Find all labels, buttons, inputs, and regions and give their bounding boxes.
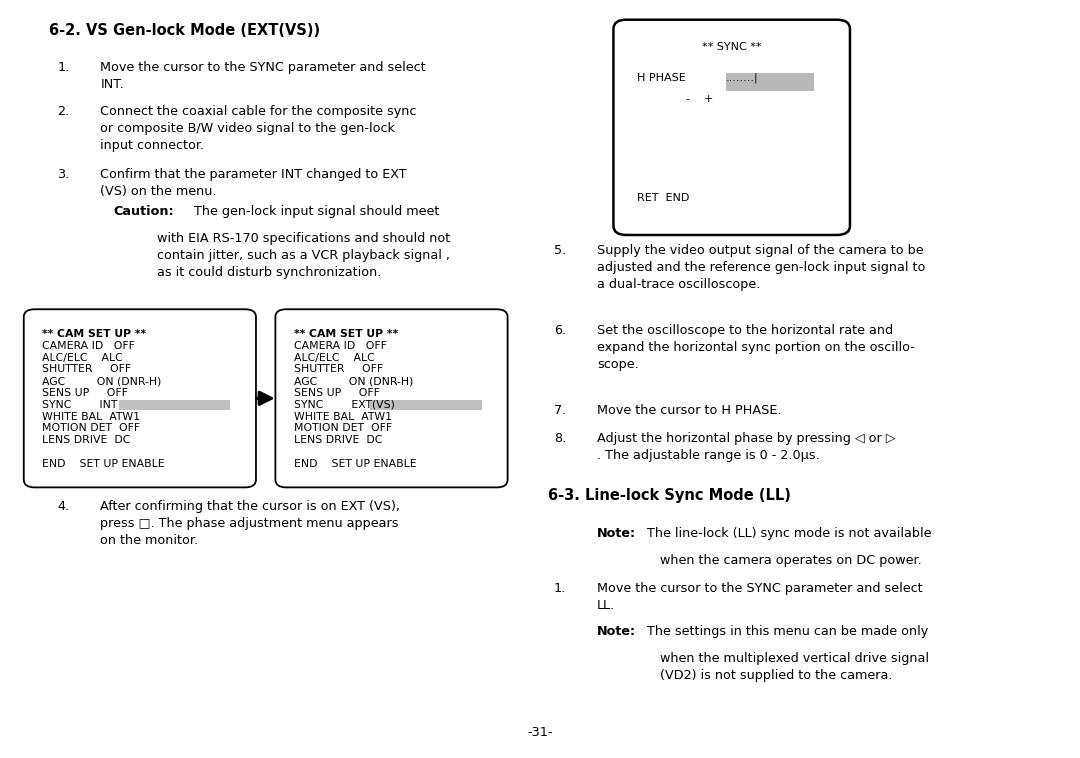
Text: when the multiplexed vertical drive signal
(VD2) is not supplied to the camera.: when the multiplexed vertical drive sign… xyxy=(660,652,929,682)
Text: H PHASE: H PHASE xyxy=(637,73,686,83)
Text: END    SET UP ENABLE: END SET UP ENABLE xyxy=(294,459,417,469)
Text: LENS DRIVE  DC: LENS DRIVE DC xyxy=(294,435,382,445)
FancyBboxPatch shape xyxy=(726,73,814,91)
Text: MOTION DET  OFF: MOTION DET OFF xyxy=(294,424,392,434)
Text: The settings in this menu can be made only: The settings in this menu can be made on… xyxy=(647,625,928,637)
Text: 3.: 3. xyxy=(57,168,69,181)
FancyBboxPatch shape xyxy=(613,20,850,235)
FancyBboxPatch shape xyxy=(370,400,482,410)
Text: The line-lock (LL) sync mode is not available: The line-lock (LL) sync mode is not avai… xyxy=(647,527,931,540)
Text: CAMERA ID   OFF: CAMERA ID OFF xyxy=(42,341,135,351)
Text: ** SYNC **: ** SYNC ** xyxy=(702,42,761,52)
Text: 8.: 8. xyxy=(554,432,566,445)
Text: 6-2. VS Gen-lock Mode (EXT(VS)): 6-2. VS Gen-lock Mode (EXT(VS)) xyxy=(49,23,320,38)
Text: 6.: 6. xyxy=(554,324,566,337)
Text: Move the cursor to the SYNC parameter and select
INT.: Move the cursor to the SYNC parameter an… xyxy=(100,61,427,91)
Text: ** CAM SET UP **: ** CAM SET UP ** xyxy=(42,329,146,339)
Text: Connect the coaxial cable for the composite sync
or composite B/W video signal t: Connect the coaxial cable for the compos… xyxy=(100,105,417,152)
Text: Note:: Note: xyxy=(597,625,636,637)
Text: AGC         ON (DNR-H): AGC ON (DNR-H) xyxy=(42,376,162,387)
Text: 5.: 5. xyxy=(554,244,566,257)
Text: SYNC        INT: SYNC INT xyxy=(42,400,118,410)
Text: 4.: 4. xyxy=(57,500,69,513)
Text: LENS DRIVE  DC: LENS DRIVE DC xyxy=(42,435,131,445)
Text: Supply the video output signal of the camera to be
adjusted and the reference ge: Supply the video output signal of the ca… xyxy=(597,244,926,291)
Text: Set the oscilloscope to the horizontal rate and
expand the horizontal sync porti: Set the oscilloscope to the horizontal r… xyxy=(597,324,915,371)
Text: 1.: 1. xyxy=(57,61,69,74)
Text: when the camera operates on DC power.: when the camera operates on DC power. xyxy=(660,554,921,567)
Text: END    SET UP ENABLE: END SET UP ENABLE xyxy=(42,459,165,469)
Text: SHUTTER     OFF: SHUTTER OFF xyxy=(294,365,383,374)
Text: MOTION DET  OFF: MOTION DET OFF xyxy=(42,424,140,434)
Text: AGC         ON (DNR-H): AGC ON (DNR-H) xyxy=(294,376,414,387)
Text: -31-: -31- xyxy=(527,726,553,739)
Text: Caution:: Caution: xyxy=(113,205,174,218)
Text: Move the cursor to the SYNC parameter and select
LL.: Move the cursor to the SYNC parameter an… xyxy=(597,582,923,612)
Text: RET  END: RET END xyxy=(637,193,689,203)
FancyBboxPatch shape xyxy=(119,400,230,410)
Text: WHITE BAL  ATW1: WHITE BAL ATW1 xyxy=(294,412,392,421)
Text: SHUTTER     OFF: SHUTTER OFF xyxy=(42,365,132,374)
FancyBboxPatch shape xyxy=(24,309,256,487)
Text: 2.: 2. xyxy=(57,105,69,117)
Text: Note:: Note: xyxy=(597,527,636,540)
Text: ** CAM SET UP **: ** CAM SET UP ** xyxy=(294,329,397,339)
Text: -    +: - + xyxy=(686,94,713,104)
Text: Confirm that the parameter INT changed to EXT
(VS) on the menu.: Confirm that the parameter INT changed t… xyxy=(100,168,407,199)
Text: Adjust the horizontal phase by pressing ◁ or ▷
. The adjustable range is 0 - 2.0: Adjust the horizontal phase by pressing … xyxy=(597,432,895,462)
Text: SYNC        EXT(VS): SYNC EXT(VS) xyxy=(294,400,394,410)
Text: CAMERA ID   OFF: CAMERA ID OFF xyxy=(294,341,387,351)
Text: 6-3. Line-lock Sync Mode (LL): 6-3. Line-lock Sync Mode (LL) xyxy=(548,488,791,503)
Text: SENS UP     OFF: SENS UP OFF xyxy=(42,388,129,398)
Text: WHITE BAL  ATW1: WHITE BAL ATW1 xyxy=(42,412,140,421)
Text: 7.: 7. xyxy=(554,404,566,417)
Text: 1.: 1. xyxy=(554,582,566,595)
Text: ALC/ELC    ALC: ALC/ELC ALC xyxy=(42,352,123,362)
Text: The gen-lock input signal should meet: The gen-lock input signal should meet xyxy=(194,205,440,218)
FancyBboxPatch shape xyxy=(275,309,508,487)
Text: ........|: ........| xyxy=(726,73,758,83)
Text: with EIA RS-170 specifications and should not
contain jitter, such as a VCR play: with EIA RS-170 specifications and shoul… xyxy=(157,232,450,279)
Text: After confirming that the cursor is on EXT (VS),
press □. The phase adjustment m: After confirming that the cursor is on E… xyxy=(100,500,401,547)
Text: ALC/ELC    ALC: ALC/ELC ALC xyxy=(294,352,375,362)
Text: Move the cursor to H PHASE.: Move the cursor to H PHASE. xyxy=(597,404,782,417)
Text: SENS UP     OFF: SENS UP OFF xyxy=(294,388,380,398)
